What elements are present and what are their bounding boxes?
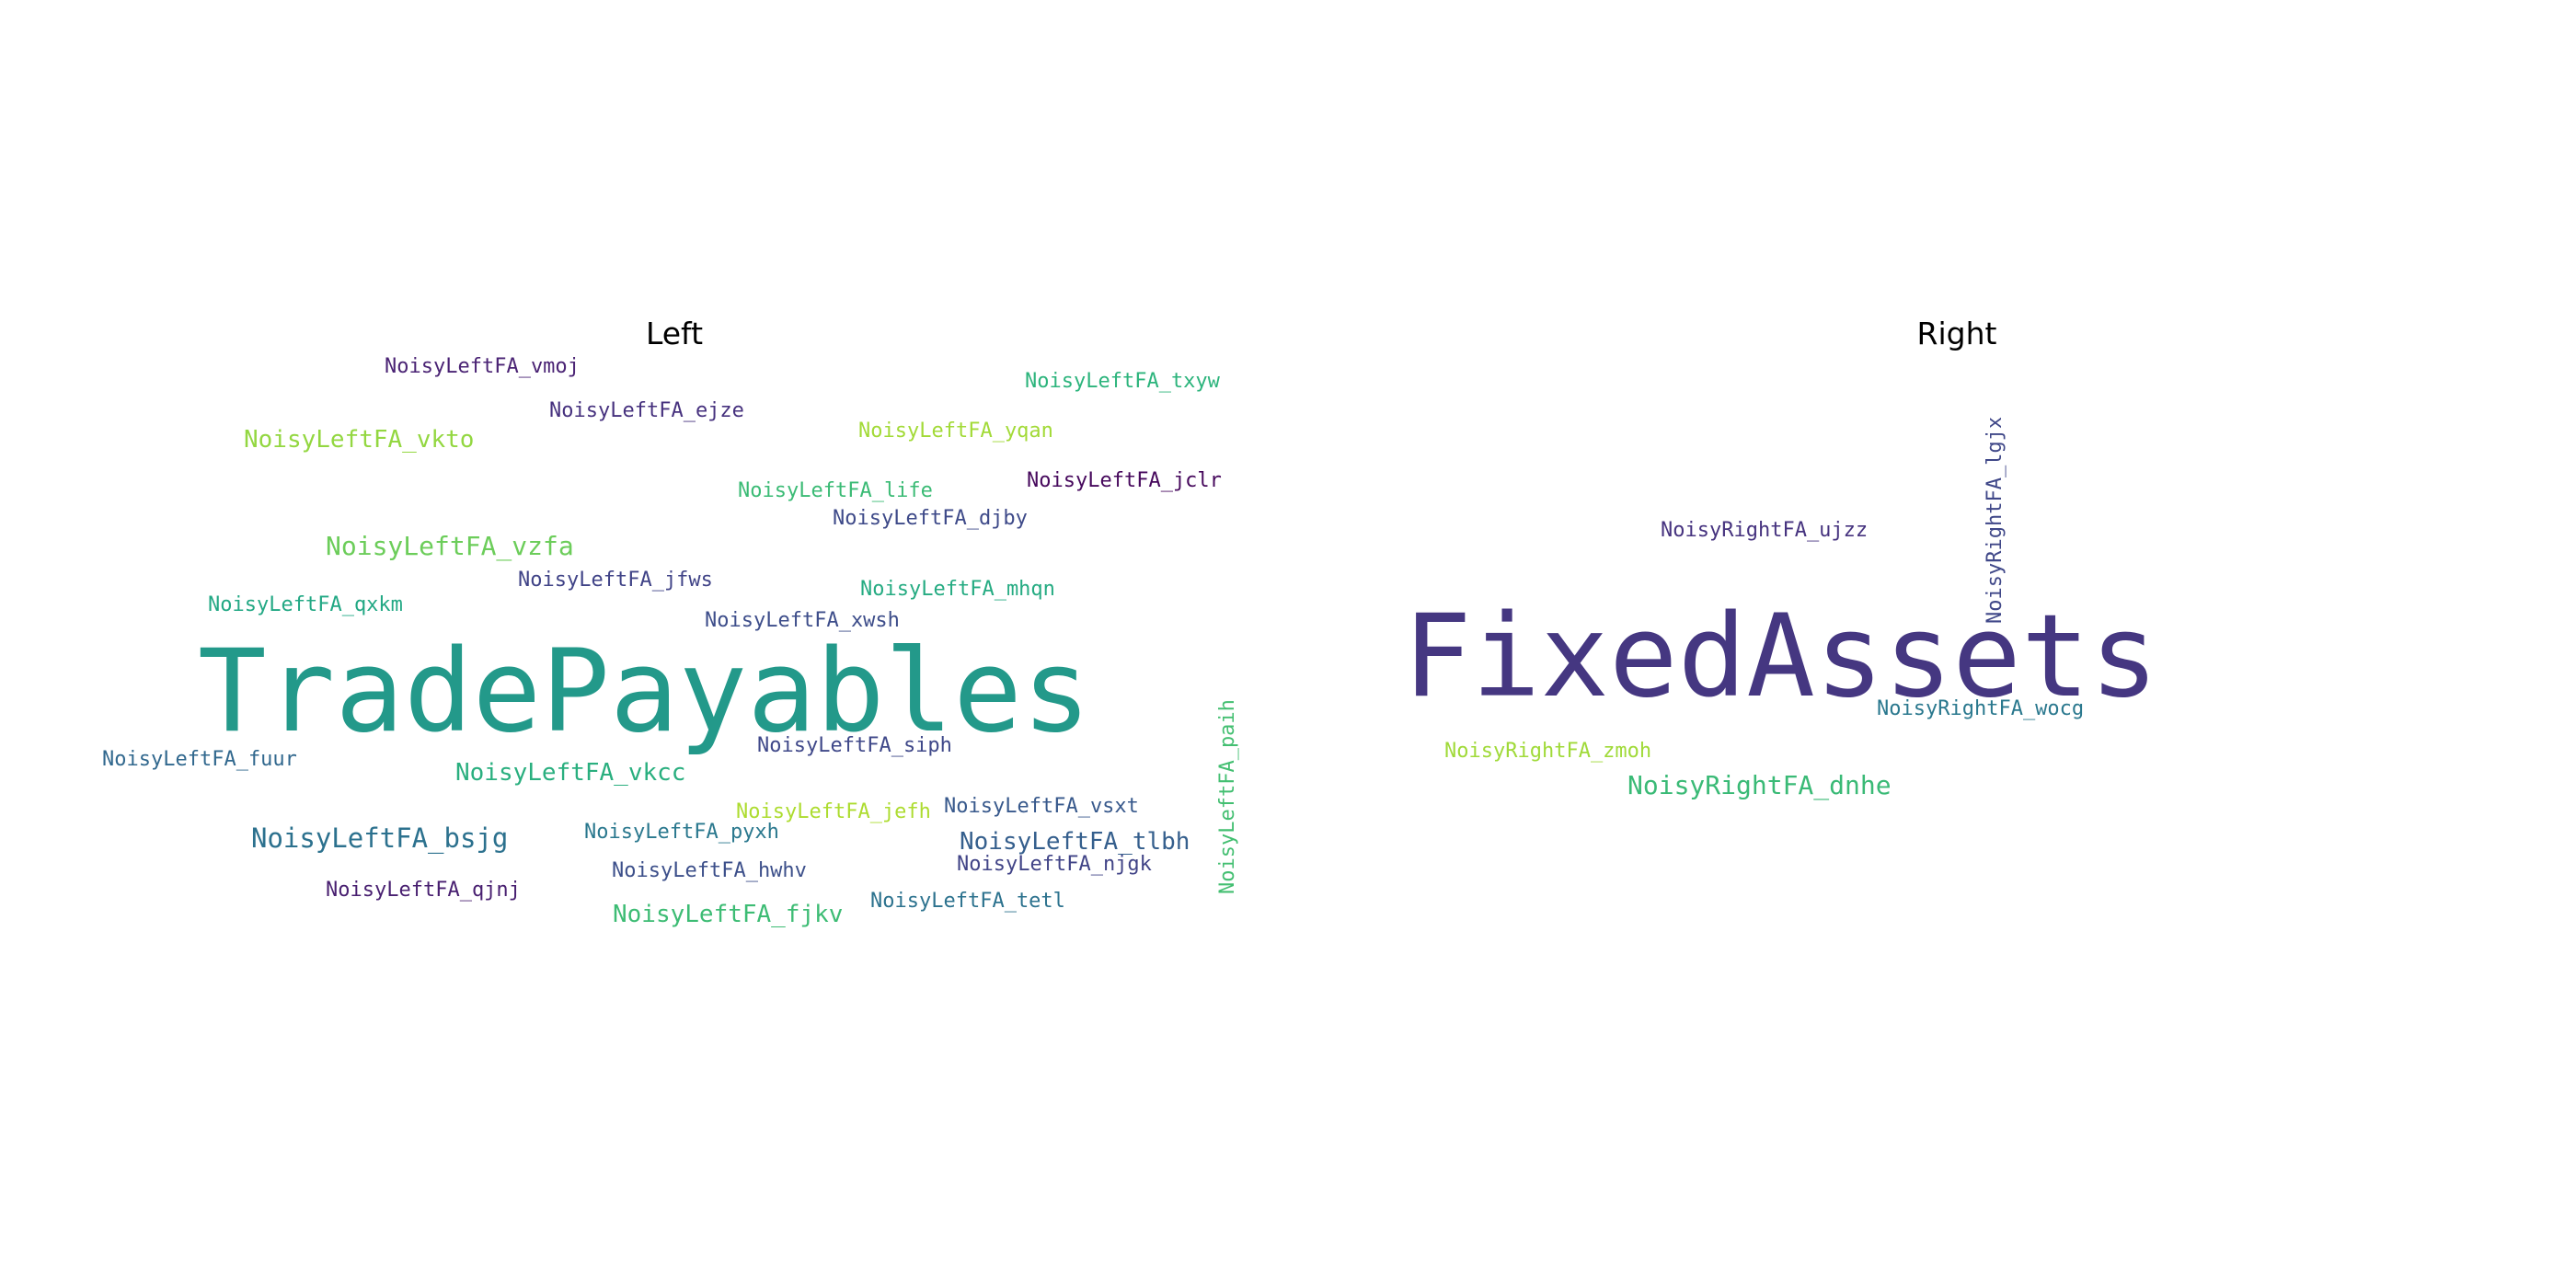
cloud-word: NoisyLeftFA_life — [738, 479, 933, 502]
cloud-word: NoisyLeftFA_hwhv — [612, 859, 807, 882]
cloud-word: NoisyLeftFA_fuur — [102, 748, 297, 771]
cloud-word: NoisyLeftFA_vsxt — [944, 795, 1139, 818]
left-wordcloud-panel: Left TradePayables NoisyLeftFA_vmoj NoisyL… — [102, 316, 1239, 928]
cloud-word: NoisyLeftFA_paih — [1216, 699, 1239, 894]
cloud-word: NoisyLeftFA_txyw — [1025, 370, 1220, 393]
cloud-word: NoisyLeftFA_bsjg — [251, 822, 509, 854]
cloud-word: NoisyLeftFA_yqan — [858, 420, 1053, 443]
cloud-word: NoisyLeftFA_vkto — [244, 426, 475, 454]
cloud-word: NoisyLeftFA_ejze — [549, 399, 744, 422]
cloud-word: NoisyLeftFA_tlbh — [960, 828, 1190, 856]
cloud-word: NoisyLeftFA_qxkm — [208, 593, 403, 616]
cloud-word: NoisyLeftFA_jclr — [1027, 469, 1222, 492]
cloud-word: NoisyLeftFA_pyxh — [584, 821, 779, 844]
right-wordcloud-panel: Right FixedAssets NoisyRightFA_lgjx NoisyR… — [1288, 0, 2576, 1288]
cloud-word: NoisyLeftFA_jfws — [518, 569, 713, 592]
cloud-word: NoisyLeftFA_xwsh — [705, 609, 900, 632]
cloud-word: NoisyLeftFA_fjkv — [613, 901, 844, 928]
cloud-word: NoisyLeftFA_vmoj — [385, 355, 580, 378]
cloud-word: NoisyLeftFA_djby — [833, 507, 1028, 530]
left-panel-title: Left — [645, 316, 704, 351]
cloud-word: NoisyLeftFA_vkcc — [455, 759, 686, 787]
cloud-word: NoisyLeftFA_qjnj — [326, 879, 521, 902]
cloud-word: NoisyLeftFA_tetl — [870, 890, 1065, 913]
cloud-word: NoisyRightFA_dnhe — [1627, 770, 1892, 800]
cloud-word: NoisyLeftFA_njgk — [957, 853, 1152, 876]
cloud-word: NoisyRightFA_wocg — [1877, 697, 2085, 720]
cloud-word: NoisyLeftFA_vzfa — [326, 531, 574, 561]
cloud-word: NoisyLeftFA_jefh — [736, 800, 931, 823]
right-panel-title: Right — [1916, 316, 1997, 351]
cloud-word: NoisyLeftFA_siph — [757, 734, 952, 757]
cloud-word: FixedAssets — [1403, 591, 2159, 723]
cloud-word: TradePayables — [198, 626, 1091, 758]
cloud-word: NoisyRightFA_ujzz — [1661, 519, 1869, 542]
cloud-word: NoisyLeftFA_mhqn — [860, 578, 1055, 601]
cloud-word: NoisyRightFA_lgjx — [1984, 416, 2007, 624]
cloud-word: NoisyRightFA_zmoh — [1444, 740, 1652, 763]
